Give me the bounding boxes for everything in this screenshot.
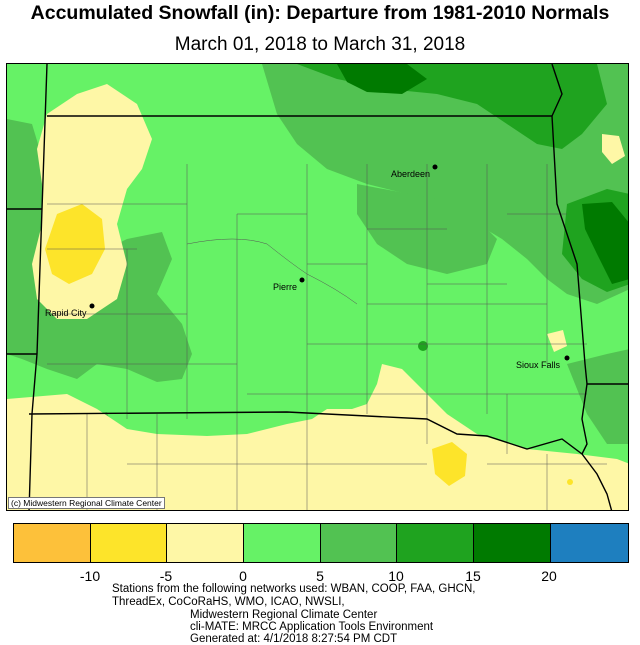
legend-tick: 0 xyxy=(239,568,247,584)
city-label-sioux-falls: Sioux Falls xyxy=(516,360,561,370)
zone-5-10-se xyxy=(567,349,628,444)
color-legend xyxy=(13,523,629,563)
city-sioux-falls: Sioux Falls xyxy=(516,355,570,370)
zone-neg10-neg5-south xyxy=(432,442,467,486)
zone-neg10-neg5-west xyxy=(45,204,105,284)
snowfall-map: Aberdeen Pierre Rapid City Sioux Falls xyxy=(6,63,629,511)
zone-neg5-0-ne xyxy=(602,134,625,164)
credit-label: (c) Midwestern Regional Climate Center xyxy=(8,497,165,509)
map-canvas: Aberdeen Pierre Rapid City Sioux Falls xyxy=(7,64,628,510)
footer-line-5: Generated at: 4/1/2018 8:27:54 PM CDT xyxy=(190,633,398,645)
map-title: Accumulated Snowfall (in): Departure fro… xyxy=(30,2,610,24)
city-rapid-city: Rapid City xyxy=(45,303,95,318)
legend-tick: -10 xyxy=(79,568,101,584)
zone-5-10-west xyxy=(7,119,192,382)
city-label-aberdeen: Aberdeen xyxy=(391,169,430,179)
county-lines xyxy=(47,164,607,510)
legend-bin xyxy=(474,524,551,562)
legend-ticks: -10 -5 0 5 10 15 20 xyxy=(0,568,640,584)
footer-line-2: ThreadEx, CoCoRaHS, WMO, ICAO, NWSLI, xyxy=(112,596,345,608)
legend-tick: 5 xyxy=(316,568,324,584)
zone-15-20-north xyxy=(337,64,427,94)
legend-tick: 10 xyxy=(388,568,404,584)
zone-neg10-neg5-spot xyxy=(567,479,573,485)
footer-line-1: Stations from the following networks use… xyxy=(112,583,476,595)
footer-line-3: Midwestern Regional Climate Center xyxy=(190,609,378,621)
city-pierre: Pierre xyxy=(273,277,305,292)
legend-tick: 20 xyxy=(541,568,557,584)
state-borders xyxy=(7,64,628,510)
legend-tick: -5 xyxy=(159,568,173,584)
legend-bin xyxy=(550,524,628,562)
footer-line-4: cli-MATE: MRCC Application Tools Environ… xyxy=(190,621,434,633)
zone-neg5-0-south xyxy=(7,364,628,510)
city-aberdeen: Aberdeen xyxy=(391,164,438,179)
city-label-rapid-city: Rapid City xyxy=(45,308,87,318)
legend-bin xyxy=(244,524,321,562)
legend-bin xyxy=(14,524,91,562)
zone-10-15-spot xyxy=(418,341,428,351)
map-subtitle: March 01, 2018 to March 31, 2018 xyxy=(174,34,466,55)
zone-neg5-0-spot-east xyxy=(547,330,567,352)
legend-bin xyxy=(90,524,168,562)
legend-bin xyxy=(320,524,398,562)
zone-15-20-east xyxy=(582,202,628,284)
legend-bin xyxy=(397,524,475,562)
legend-tick: 15 xyxy=(465,568,481,584)
legend-bin xyxy=(167,524,245,562)
city-label-pierre: Pierre xyxy=(273,282,297,292)
